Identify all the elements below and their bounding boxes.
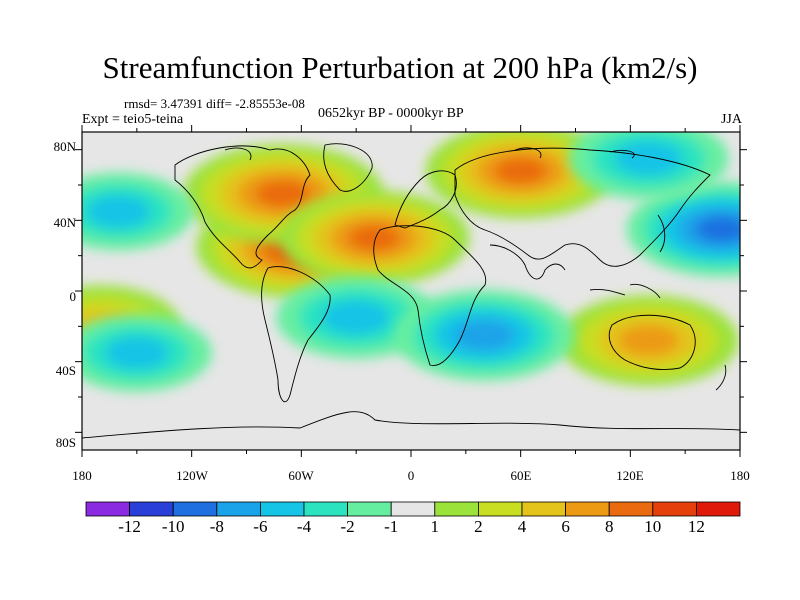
- colorbar-swatch: [172, 501, 218, 517]
- coast-japan: [657, 214, 666, 253]
- contour-band: [618, 325, 679, 356]
- coast-greenland: [323, 143, 373, 192]
- lat-label: 40S: [55, 363, 76, 378]
- contour-band: [86, 194, 151, 229]
- colorbar-swatch: [303, 501, 348, 517]
- coast-south-america: [261, 266, 331, 403]
- colorbar-swatch: [434, 501, 479, 517]
- colorbar-label: 1: [430, 517, 440, 536]
- axis-ticks: [75, 125, 747, 457]
- colorbar-swatch: [347, 501, 392, 517]
- contour-band: [614, 140, 683, 177]
- field-shading: [82, 132, 740, 392]
- field-feature: [425, 132, 616, 219]
- coast-india: [489, 244, 566, 280]
- colorbar-swatch: [129, 501, 174, 517]
- lon-label: 180: [72, 468, 92, 483]
- colorbar-label: -12: [118, 517, 141, 536]
- contour-band: [321, 299, 391, 336]
- colorbar-swatch: [565, 501, 610, 517]
- lon-label: 60W: [288, 468, 314, 483]
- colorbar-label: -8: [209, 517, 224, 536]
- lat-label: 0: [69, 289, 77, 304]
- coast-arctic-islands: [224, 147, 635, 161]
- contour-band: [348, 225, 401, 251]
- colorbar-swatch: [608, 501, 654, 517]
- lat-label: 80S: [55, 435, 76, 450]
- coast-australia: [608, 314, 696, 371]
- coast-new-zealand: [715, 364, 727, 391]
- colorbar-swatch: [216, 501, 261, 517]
- colorbar-swatch: [696, 501, 741, 517]
- coast-indonesia: [589, 283, 661, 299]
- colorbar-label: 8: [604, 517, 614, 536]
- colorbar-swatch: [521, 501, 566, 517]
- contour-band: [104, 336, 169, 370]
- field-feature: [279, 190, 470, 286]
- lon-label: 0: [407, 468, 415, 483]
- coast-africa: [373, 225, 487, 366]
- field-feature: [82, 172, 194, 251]
- experiment-label: Expt = teio5-teina: [82, 112, 184, 127]
- colorbar-swatch: [85, 501, 130, 517]
- period-label: 0652kyr BP - 0000kyr BP: [318, 106, 464, 121]
- colorbar-label: 12: [687, 517, 705, 536]
- season-label: JJA: [720, 112, 742, 127]
- contour-band: [454, 320, 515, 351]
- colorbar-label: 4: [517, 517, 527, 536]
- field-feature: [568, 132, 729, 200]
- colorbar-swatch: [652, 501, 697, 517]
- contour-band: [695, 216, 740, 243]
- colorbar-label: -4: [296, 517, 312, 536]
- contour-band: [494, 157, 547, 184]
- lon-label: 120E: [616, 468, 644, 483]
- colorbar-label: 2: [474, 517, 483, 536]
- colorbar-label: 6: [561, 517, 570, 536]
- lat-label: 40N: [53, 215, 76, 230]
- coast-asia: [454, 147, 711, 267]
- field-feature: [82, 314, 212, 392]
- colorbar-swatch: [259, 501, 305, 517]
- colorbar-swatch: [390, 501, 436, 517]
- colorbar-label: -10: [161, 517, 185, 536]
- chart-title: Streamfunction Perturbation at 200 hPa (…: [102, 50, 698, 85]
- colorbar-label: -6: [253, 517, 268, 536]
- coastlines: [82, 143, 740, 439]
- colorbar-label: 10: [644, 517, 662, 536]
- coast-antarctica: [82, 411, 740, 439]
- colorbar-label: -2: [340, 517, 355, 536]
- lon-label: 180: [730, 468, 750, 483]
- colorbar-label: -1: [384, 517, 399, 536]
- field-feature: [394, 289, 575, 381]
- field-feature: [626, 181, 740, 277]
- field-feature: [558, 295, 739, 386]
- coast-north-america: [174, 145, 311, 269]
- contour-band: [255, 180, 311, 208]
- stats-text: rmsd= 3.47391 diff= -2.85553e-08: [124, 96, 305, 111]
- colorbar-swatch: [477, 501, 523, 517]
- colorbar: [85, 501, 741, 517]
- lat-label: 80N: [53, 139, 76, 154]
- lon-label: 60E: [510, 468, 532, 483]
- lon-label: 120W: [176, 468, 208, 483]
